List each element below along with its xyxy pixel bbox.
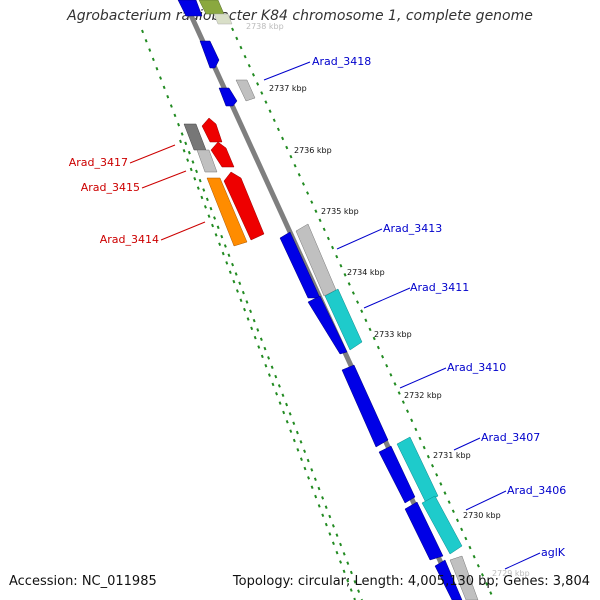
- leader-arad-3418: [263, 61, 311, 81]
- map-title: Agrobacterium radiobacter K84 chromosome…: [67, 8, 533, 24]
- scale-tick-label: 2733 kbp: [374, 330, 412, 339]
- scale-tick-label: 2735 kbp: [321, 207, 359, 216]
- scale-tick-label: 2734 kbp: [347, 268, 385, 277]
- gene-arad-3407[interactable]: [378, 445, 416, 504]
- leader-arad-3406: [465, 490, 507, 511]
- gene-block[interactable]: [210, 141, 235, 168]
- outer-guide-left: [141, 29, 363, 600]
- gene-arad-3417[interactable]: [201, 117, 223, 143]
- inner-guide-left: [179, 139, 356, 600]
- gene-label[interactable]: Arad_3413: [383, 222, 442, 235]
- scale-tick-label: 2729 kbp: [492, 569, 530, 578]
- gene-block[interactable]: [218, 87, 238, 107]
- scale-tick-label: 2732 kbp: [404, 391, 442, 400]
- gene-label[interactable]: Arad_3414: [100, 233, 159, 246]
- gene-block[interactable]: [177, 0, 203, 17]
- gene-block[interactable]: [324, 288, 363, 351]
- scale-tick-label: 2730 kbp: [463, 511, 501, 520]
- guide-right: [231, 27, 495, 600]
- gene-labels: Arad_3418 Arad_3417 Arad_3415 Arad_3414 …: [69, 55, 567, 559]
- leader-aglk: [504, 552, 541, 570]
- gene-label[interactable]: Arad_3418: [312, 55, 371, 68]
- scale-tick-label: 2736 kbp: [294, 146, 332, 155]
- gene-block[interactable]: [198, 0, 225, 15]
- gene-label[interactable]: Arad_3417: [69, 156, 128, 169]
- scale-ticks: 2738 kbp 2737 kbp 2736 kbp 2735 kbp 2734…: [246, 22, 530, 578]
- gene-arad-3415[interactable]: [196, 149, 218, 173]
- leader-arad-3407: [453, 437, 481, 451]
- leader-arad-3413: [336, 228, 383, 250]
- gene-block[interactable]: [213, 13, 233, 25]
- leader-arad-3415: [141, 170, 187, 189]
- gene-arad-3411[interactable]: [307, 295, 348, 355]
- gene-label[interactable]: aglK: [541, 546, 566, 559]
- gene-label[interactable]: Arad_3415: [81, 181, 140, 194]
- genome-summary-text: Topology: circular; Length: 4,005,130 bp…: [232, 574, 590, 589]
- gene-arad-3406[interactable]: [404, 501, 444, 561]
- gene-block[interactable]: [396, 436, 439, 504]
- leader-arad-3410: [399, 367, 447, 389]
- gene-label[interactable]: Arad_3411: [410, 281, 469, 294]
- scale-tick-label: 2737 kbp: [269, 84, 307, 93]
- gene-block[interactable]: [235, 79, 256, 102]
- gene-block[interactable]: [449, 555, 479, 600]
- leader-arad-3417: [129, 144, 176, 164]
- gene-label[interactable]: Arad_3410: [447, 361, 506, 374]
- gene-block[interactable]: [421, 495, 463, 555]
- gene-block[interactable]: [223, 171, 265, 241]
- leader-arad-3414: [160, 221, 206, 241]
- gene-arad-3418[interactable]: [199, 40, 220, 69]
- gene-arad-3414[interactable]: [206, 177, 248, 247]
- gene-label[interactable]: Arad_3407: [481, 431, 540, 444]
- scale-tick-label: 2738 kbp: [246, 22, 284, 31]
- gene-arad-3410[interactable]: [341, 364, 389, 448]
- gene-label[interactable]: Arad_3406: [507, 484, 566, 497]
- scale-tick-label: 2731 kbp: [433, 451, 471, 460]
- gene-aglk[interactable]: [434, 559, 463, 600]
- accession-text: Accession: NC_011985: [9, 574, 157, 589]
- label-leaders: [129, 61, 541, 570]
- leader-arad-3411: [363, 287, 411, 309]
